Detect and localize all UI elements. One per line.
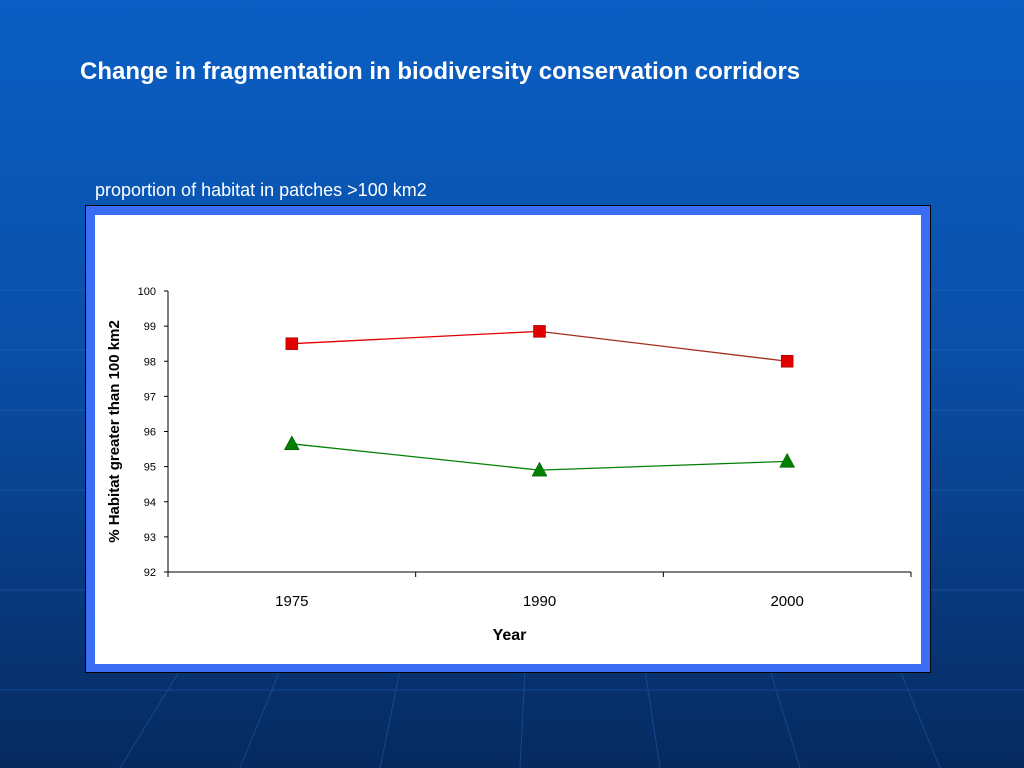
series-2-point: [531, 461, 548, 477]
y-tick-label: 97: [144, 391, 156, 403]
series-1-point: [533, 325, 546, 338]
series-2-point: [283, 435, 300, 451]
chart-border: 92 93 94 95 96 97 98 99 100 1975 1990 2000 Year % Hab…: [86, 206, 930, 672]
y-tick-label: 98: [144, 356, 156, 368]
series-1-line-segment: [291, 330, 540, 345]
chart-area: 92 93 94 95 96 97 98 99 100 1975 1990 2000 Year % Hab…: [95, 215, 921, 664]
y-tick-label: 95: [144, 462, 156, 474]
x-axis-label: Year: [493, 627, 527, 644]
series-1-point: [285, 337, 299, 350]
y-axis-label: % Habitat greater than 100 km2: [106, 320, 123, 543]
x-tick-label: 1975: [275, 593, 308, 610]
series-2-point: [779, 452, 796, 468]
line-chart: 92 93 94 95 96 97 98 99 100 1975 1990 2000 Year % Hab…: [106, 286, 912, 644]
y-tick-label: 92: [144, 567, 156, 579]
y-tick-label: 100: [138, 286, 156, 298]
x-tick-label: 2000: [770, 593, 803, 610]
series-2-line-segment: [539, 460, 788, 471]
y-tick-label: 99: [144, 321, 156, 333]
series-1-line-segment: [539, 330, 788, 362]
series-2-line-segment: [291, 443, 540, 471]
y-tick-label: 96: [144, 427, 156, 439]
y-tick-label: 93: [144, 532, 156, 544]
y-tick-label: 94: [144, 497, 156, 509]
series-1-point: [780, 355, 794, 368]
chart-frame: 92 93 94 95 96 97 98 99 100 1975 1990 2000 Year % Hab…: [85, 205, 931, 673]
x-tick-label: 1990: [523, 593, 556, 610]
slide-title: Change in fragmentation in biodiversity …: [80, 58, 801, 85]
slide-subtitle: proportion of habitat in patches >100 km…: [95, 180, 427, 200]
